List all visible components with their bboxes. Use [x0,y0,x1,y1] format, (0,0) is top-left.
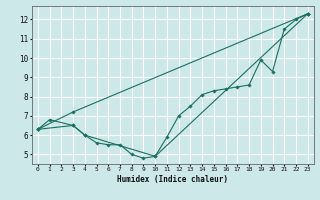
X-axis label: Humidex (Indice chaleur): Humidex (Indice chaleur) [117,175,228,184]
